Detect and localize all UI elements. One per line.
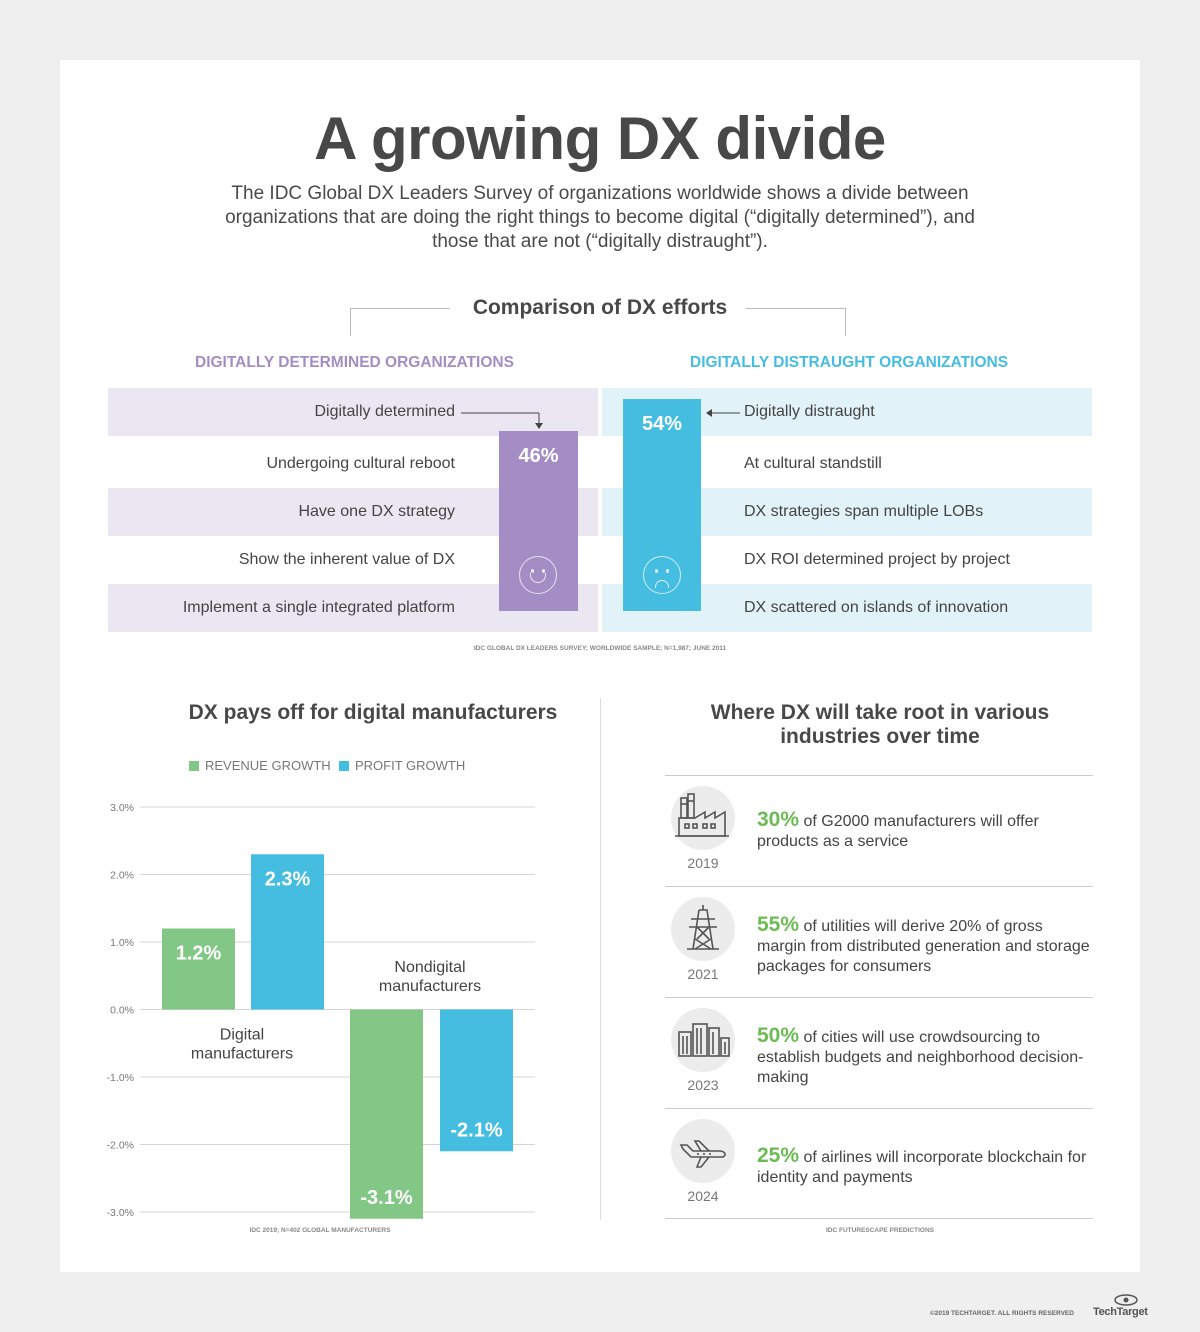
section-divider <box>600 698 601 1220</box>
prediction-percent: 25% <box>757 1144 800 1167</box>
power-tower-icon <box>671 897 735 961</box>
determined-header: DIGITALLY DETERMINED ORGANIZATIONS <box>195 354 514 371</box>
city-buildings-icon <box>671 1008 735 1072</box>
copyright: ©2019 TECHTARGET. ALL RIGHTS RESERVED <box>930 1310 1074 1317</box>
y-tick-label: 0.0% <box>110 1005 134 1017</box>
bar-profit <box>251 854 324 1010</box>
prediction-year: 2023 <box>687 1077 719 1093</box>
bracket-left <box>350 308 450 336</box>
prediction-text: 55% of utilities will derive 20% of gros… <box>757 913 1093 977</box>
chart-title: DX pays off for digital manufacturers <box>188 701 558 724</box>
legend-swatch-revenue <box>189 760 199 771</box>
prediction-item: 2023 50% of cities will use crowdsourcin… <box>665 997 1093 1108</box>
comparison-source: IDC GLOBAL DX LEADERS SURVEY; WORLDWIDE … <box>473 645 727 652</box>
category-label: Nondigital manufacturers <box>379 959 481 995</box>
distraught-bar: 54% <box>623 399 701 611</box>
y-tick-label: -2.0% <box>107 1140 134 1152</box>
airplane-icon <box>671 1119 735 1183</box>
determined-row: Show the inherent value of DX <box>238 551 455 568</box>
distraught-header: DIGITALLY DISTRAUGHT ORGANIZATIONS <box>690 354 1009 371</box>
prediction-text: 30% of G2000 manufacturers will offer pr… <box>757 808 1093 852</box>
bar-revenue <box>350 1009 423 1219</box>
prediction-year: 2021 <box>687 966 719 982</box>
predictions-title: Where DX will take root in various indus… <box>710 701 1050 748</box>
brand-logo: TechTarget <box>1093 1306 1148 1318</box>
bar-revenue <box>162 928 235 1010</box>
distraught-row: DX ROI determined project by project <box>744 551 1010 568</box>
bar-value-label: -2.1% <box>450 1119 502 1141</box>
determined-value-label: 46% <box>518 445 559 467</box>
y-tick-label: 3.0% <box>110 802 134 814</box>
arrow-determined-icon <box>461 412 543 429</box>
prediction-text: 50% of cities will use crowdsourcing to … <box>757 1024 1093 1088</box>
sad-face-icon <box>643 556 681 594</box>
determined-bar: 46% <box>499 431 578 611</box>
smiley-face-icon <box>519 556 557 594</box>
y-tick-label: 2.0% <box>110 870 134 882</box>
bar-value-label: 1.2% <box>176 943 222 965</box>
category-label: Digital manufacturers <box>191 1027 293 1063</box>
chart-source: IDC 2019; N=402 GLOBAL MANUFACTURERS <box>249 1227 391 1234</box>
y-tick-label: -3.0% <box>107 1207 134 1219</box>
prediction-percent: 55% <box>757 913 800 936</box>
prediction-item: 2019 30% of G2000 manufacturers will off… <box>665 775 1093 886</box>
legend-label-revenue: REVENUE GROWTH <box>205 758 331 773</box>
bar-chart: 3.0% 2.0% 1.0% 0.0% -1.0% -2.0% -3.0% 1.2% -3.1%… <box>107 802 535 1219</box>
distraught-row: Digitally distraught <box>602 388 1092 436</box>
bar-value-label: 2.3% <box>265 868 311 890</box>
distraught-value-label: 54% <box>641 413 683 435</box>
prediction-item: 2021 55% of utilities will derive 20% of… <box>665 886 1093 997</box>
prediction-year: 2019 <box>687 855 719 871</box>
prediction-description: of G2000 manufacturers will offer produc… <box>757 813 1039 850</box>
prediction-description: of airlines will incorporate blockchain … <box>757 1149 1087 1186</box>
distraught-row: At cultural standstill <box>744 455 882 472</box>
prediction-percent: 30% <box>757 808 800 831</box>
prediction-description: of utilities will derive 20% of gross ma… <box>757 918 1090 975</box>
prediction-text: 25% of airlines will incorporate blockch… <box>757 1144 1093 1188</box>
bracket-right <box>746 308 846 336</box>
prediction-description: of cities will use crowdsourcing to esta… <box>757 1029 1084 1086</box>
legend-swatch-profit <box>339 760 349 771</box>
y-tick-label: 1.0% <box>110 937 134 949</box>
determined-row: Undergoing cultural reboot <box>266 455 455 472</box>
page-title: A growing DX divide <box>314 105 886 172</box>
predictions-source: IDC FUTURESCAPE PREDICTIONS <box>826 1227 934 1234</box>
legend-profit: PROFIT GROWTH <box>339 758 465 773</box>
prediction-percent: 50% <box>757 1024 800 1047</box>
bar-value-label: -3.1% <box>360 1187 412 1209</box>
prediction-year: 2024 <box>687 1188 719 1204</box>
legend-revenue: REVENUE GROWTH <box>189 758 331 773</box>
legend-label-profit: PROFIT GROWTH <box>355 758 466 773</box>
comparison-title: Comparison of DX efforts <box>472 296 728 319</box>
intro-text: The IDC Global DX Leaders Survey of orga… <box>225 183 975 252</box>
arrow-distraught-icon <box>706 409 740 417</box>
factory-icon <box>671 786 735 850</box>
y-tick-label: -1.0% <box>107 1072 134 1084</box>
prediction-item: 2024 25% of airlines will incorporate bl… <box>665 1108 1093 1219</box>
determined-row: Digitally determined <box>108 388 598 436</box>
bar-profit <box>440 1009 513 1152</box>
eye-logo-icon <box>1114 1294 1138 1306</box>
